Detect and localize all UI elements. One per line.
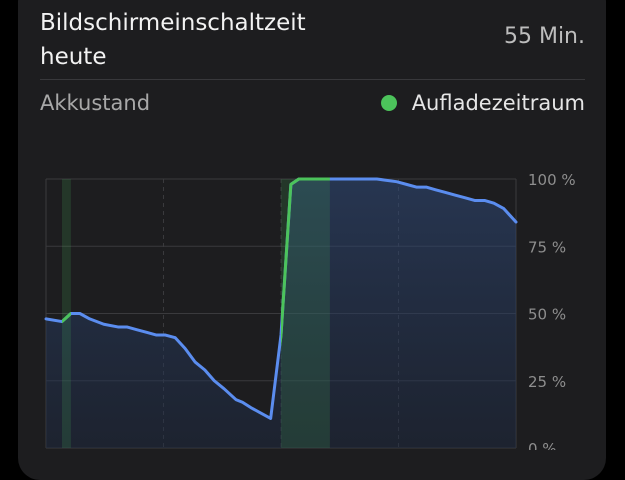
battery-data-point [454, 194, 456, 196]
screen-time-value: 55 Min. [503, 24, 585, 49]
battery-data-point [298, 178, 300, 180]
battery-data-point [117, 326, 119, 328]
battery-data-point [174, 337, 176, 339]
battery-data-point [145, 331, 147, 333]
battery-area [46, 179, 516, 448]
battery-data-point [136, 328, 138, 330]
battery-data-point [434, 189, 436, 191]
divider [40, 79, 585, 80]
battery-data-point [61, 320, 63, 322]
y-tick-label: 100 % [528, 171, 576, 189]
battery-data-point [338, 178, 340, 180]
charging-legend: Aufladezeitraum [380, 88, 585, 118]
battery-data-point [386, 179, 388, 181]
battery-data-point [326, 178, 328, 180]
battery-data-point [45, 318, 47, 320]
battery-chart: 0 % 25 % 50 % 75 % 100 % [44, 171, 576, 450]
charging-dot-icon [380, 95, 397, 111]
battery-data-point [204, 369, 206, 371]
y-tick-label: 0 % [528, 440, 557, 450]
battery-data-point [425, 186, 427, 188]
battery-data-point [223, 388, 225, 390]
charging-legend-label: Aufladezeitraum [411, 91, 585, 115]
battery-data-point [213, 380, 215, 382]
battery-data-point [306, 178, 308, 180]
battery-data-point [155, 334, 157, 336]
battery-data-point [269, 417, 271, 419]
battery-data-point [376, 178, 378, 180]
charging-band [61, 179, 71, 448]
battery-data-point [395, 180, 397, 182]
battery-data-point [474, 199, 476, 201]
battery-data-point [280, 334, 282, 336]
battery-data-point [126, 326, 128, 328]
battery-data-point [290, 183, 292, 185]
y-tick-label: 75 % [528, 238, 566, 256]
battery-data-point [89, 318, 91, 320]
battery-data-point [405, 183, 407, 185]
screen-time-title: Bildschirmeinschaltzeit heute [40, 10, 306, 70]
battery-data-point [444, 191, 446, 193]
battery-data-point [184, 347, 186, 349]
battery-data-point [318, 178, 320, 180]
battery-data-point [194, 361, 196, 363]
battery-data-point [70, 312, 72, 314]
battery-data-point [415, 186, 417, 188]
battery-level-label: Akkustand [40, 91, 151, 115]
battery-data-point [346, 178, 348, 180]
battery-data-point [493, 202, 495, 204]
battery-data-point [484, 199, 486, 201]
battery-data-point [503, 207, 505, 209]
battery-data-point [79, 312, 81, 314]
battery-data-point [103, 323, 105, 325]
battery-data-point [164, 334, 166, 336]
battery-data-point [356, 178, 358, 180]
battery-data-point [366, 178, 368, 180]
y-tick-label: 50 % [528, 306, 566, 324]
y-tick-label: 25 % [528, 373, 566, 391]
battery-data-point [464, 197, 466, 199]
battery-data-point [260, 412, 262, 414]
battery-data-point [312, 178, 314, 180]
battery-data-point [241, 401, 243, 403]
battery-data-point [250, 406, 252, 408]
battery-data-point [515, 221, 517, 223]
battery-data-point [235, 398, 237, 400]
